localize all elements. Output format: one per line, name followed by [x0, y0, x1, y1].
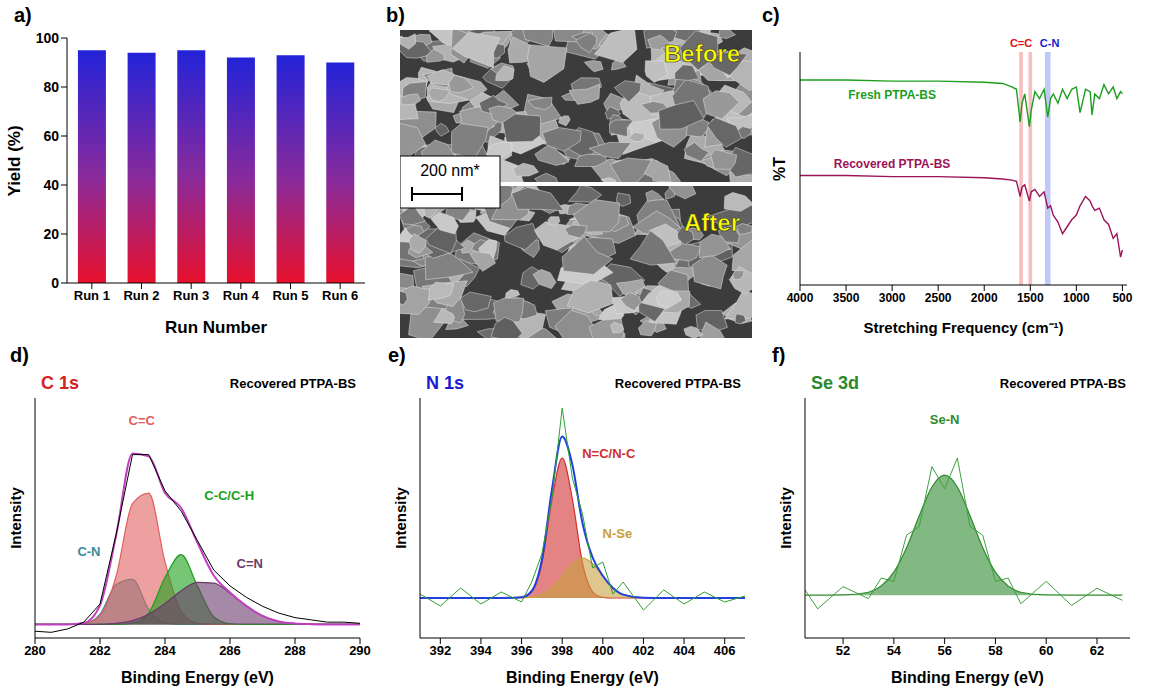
html-text:%T: %T	[771, 156, 788, 181]
svg-text:Before: Before	[664, 40, 740, 67]
svg-text:52: 52	[836, 643, 850, 658]
svg-text:C=N: C=N	[237, 556, 263, 571]
svg-text:396: 396	[511, 643, 533, 658]
svg-text:N=C/N-C: N=C/N-C	[582, 446, 636, 461]
svg-text:C-N: C-N	[1040, 37, 1060, 49]
svg-text:398: 398	[551, 643, 573, 658]
svg-text:500: 500	[1112, 291, 1132, 305]
svg-text:C-N: C-N	[77, 544, 100, 559]
svg-text:C=C: C=C	[1010, 37, 1032, 49]
svg-text:406: 406	[714, 643, 736, 658]
svg-text:1000: 1000	[1063, 291, 1090, 305]
svg-text:394: 394	[470, 643, 492, 658]
svg-text:288: 288	[284, 643, 306, 658]
svg-text:402: 402	[633, 643, 655, 658]
html-text:Recovered PTPA-BS: Recovered PTPA-BS	[229, 376, 356, 391]
html-text:Yield (%): Yield (%)	[5, 124, 24, 197]
svg-text:Binding Energy (eV): Binding Energy (eV)	[506, 669, 659, 686]
svg-text:Binding Energy (eV): Binding Energy (eV)	[891, 669, 1044, 686]
html-text:Intensity: Intensity	[776, 487, 794, 549]
svg-text:Recovered PTPA-BS: Recovered PTPA-BS	[834, 157, 950, 171]
svg-text:C=C: C=C	[129, 413, 156, 428]
svg-text:284: 284	[154, 643, 176, 658]
svg-text:392: 392	[429, 643, 451, 658]
svg-text:62: 62	[1090, 643, 1104, 658]
html-text:d): d)	[10, 344, 29, 366]
html-text:N 1s: N 1s	[426, 373, 464, 393]
svg-text:40: 40	[43, 177, 59, 193]
svg-text:200 nm*: 200 nm*	[420, 162, 480, 179]
svg-text:282: 282	[89, 643, 111, 658]
html-text:Intensity: Intensity	[6, 487, 24, 549]
svg-text:N-Se: N-Se	[603, 526, 633, 541]
svg-text:Run 2: Run 2	[123, 288, 159, 303]
svg-text:Fresh PTPA-BS: Fresh PTPA-BS	[848, 88, 936, 102]
svg-text:100: 100	[36, 30, 60, 46]
svg-text:3500: 3500	[833, 291, 860, 305]
svg-text:20: 20	[43, 226, 59, 242]
svg-text:4000: 4000	[787, 291, 814, 305]
html-text:Se 3d: Se 3d	[811, 373, 859, 393]
html-text:e): e)	[388, 344, 406, 366]
svg-text:Run 6: Run 6	[322, 288, 358, 303]
svg-text:Run 1: Run 1	[74, 288, 110, 303]
svg-text:Stretching Frequency (cm⁻¹): Stretching Frequency (cm⁻¹)	[863, 319, 1063, 336]
svg-text:Run 4: Run 4	[223, 288, 260, 303]
html-text:Recovered PTPA-BS: Recovered PTPA-BS	[614, 376, 741, 391]
html-text:C 1s: C 1s	[41, 373, 79, 393]
svg-text:404: 404	[673, 643, 695, 658]
svg-text:Binding Energy (eV): Binding Energy (eV)	[121, 669, 274, 686]
svg-text:290: 290	[349, 643, 371, 658]
html-text:f): f)	[772, 344, 786, 366]
html-text:a): a)	[14, 4, 32, 26]
svg-text:286: 286	[219, 643, 241, 658]
svg-text:80: 80	[43, 79, 59, 95]
svg-text:0: 0	[51, 275, 59, 291]
svg-text:C-C/C-H: C-C/C-H	[204, 488, 254, 503]
svg-text:58: 58	[988, 643, 1002, 658]
svg-text:280: 280	[24, 643, 46, 658]
svg-text:Se-N: Se-N	[930, 412, 960, 427]
svg-text:After: After	[684, 209, 740, 236]
svg-text:1500: 1500	[1017, 291, 1044, 305]
svg-text:56: 56	[937, 643, 951, 658]
html-text:Intensity: Intensity	[391, 487, 409, 549]
svg-text:2000: 2000	[971, 291, 998, 305]
svg-text:3000: 3000	[879, 291, 906, 305]
svg-text:60: 60	[43, 128, 59, 144]
svg-text:54: 54	[887, 643, 902, 658]
html-text:c): c)	[762, 4, 780, 26]
svg-text:Run Number: Run Number	[165, 318, 267, 337]
html-text:Recovered PTPA-BS: Recovered PTPA-BS	[999, 376, 1126, 391]
html-text:b): b)	[386, 4, 405, 26]
svg-text:2500: 2500	[925, 291, 952, 305]
svg-text:Run 5: Run 5	[272, 288, 308, 303]
svg-text:60: 60	[1039, 643, 1053, 658]
svg-text:400: 400	[592, 643, 614, 658]
svg-text:Run 3: Run 3	[173, 288, 209, 303]
